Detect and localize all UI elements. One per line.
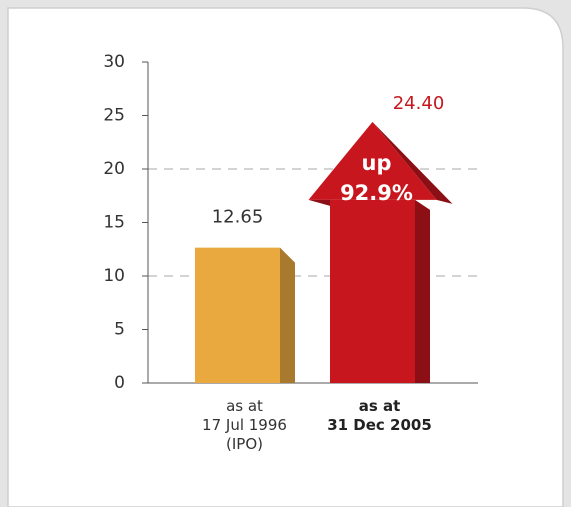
x-tick-label: as at 17 Jul 1996 (IPO) (202, 397, 287, 453)
arrow-head (308, 121, 437, 200)
y-tick-label: 30 (103, 52, 125, 72)
y-tick-label: 5 (114, 320, 125, 340)
y-tick-label: 0 (114, 373, 125, 393)
bar (195, 247, 295, 383)
y-tick-label: 25 (103, 106, 125, 126)
bar-side (280, 247, 295, 383)
arrow-head-side (372, 121, 453, 204)
annotation: up (362, 151, 392, 175)
value-label: 12.65 (212, 207, 264, 228)
arrow-body (330, 199, 415, 383)
arrow-bar (308, 121, 453, 383)
y-tick-label: 20 (103, 159, 125, 179)
arrow-head-under (308, 199, 330, 206)
value-label: 24.40 (393, 93, 445, 114)
x-tick-label: as at 31 Dec 2005 (327, 397, 432, 434)
y-tick-label: 10 (103, 266, 125, 286)
y-tick-label: 15 (103, 213, 125, 233)
annotation: 92.9% (340, 181, 413, 205)
bar-front (195, 247, 280, 383)
arrow-side (415, 199, 430, 383)
